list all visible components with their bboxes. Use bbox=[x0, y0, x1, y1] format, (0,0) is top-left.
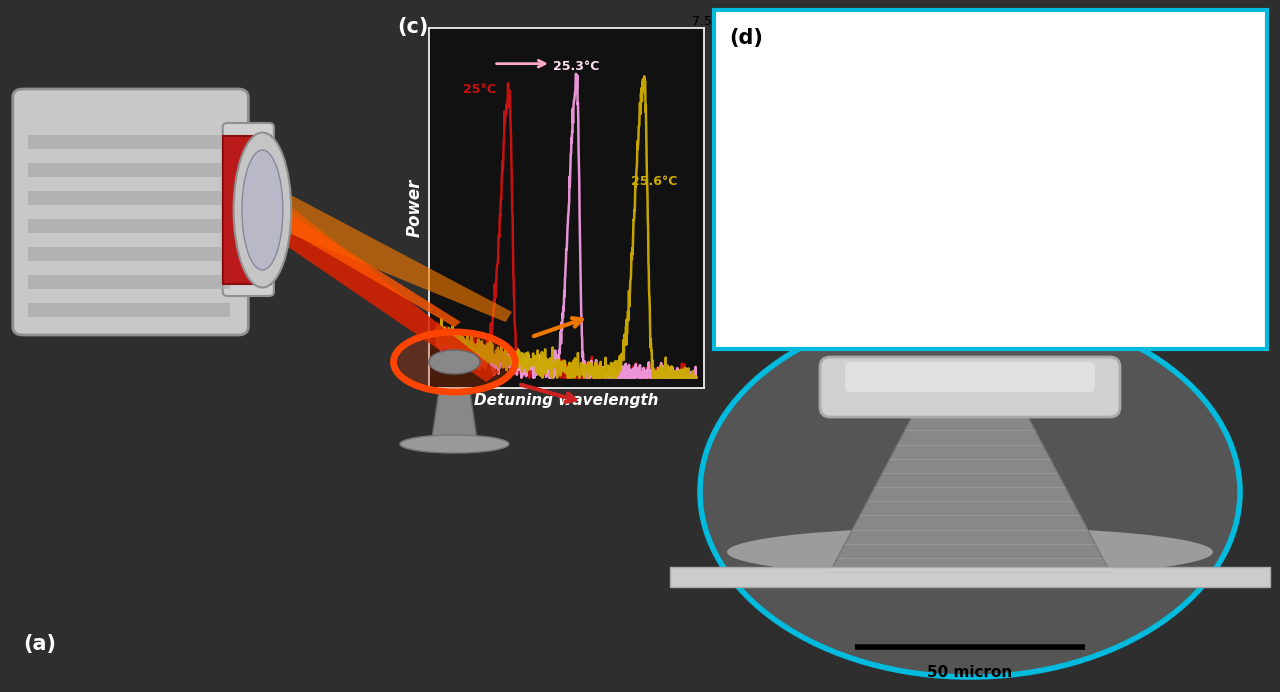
X-axis label: Temperature (°C): Temperature (°C) bbox=[940, 334, 1087, 349]
Text: 25.3°C: 25.3°C bbox=[553, 60, 600, 73]
Ellipse shape bbox=[242, 150, 283, 270]
Text: (d): (d) bbox=[730, 28, 763, 48]
FancyBboxPatch shape bbox=[820, 357, 1120, 417]
FancyBboxPatch shape bbox=[223, 123, 274, 296]
Point bbox=[1189, 42, 1210, 53]
Ellipse shape bbox=[700, 307, 1240, 677]
Text: 50 micron: 50 micron bbox=[928, 665, 1012, 680]
Polygon shape bbox=[266, 182, 512, 322]
Text: (a): (a) bbox=[23, 634, 56, 654]
FancyBboxPatch shape bbox=[845, 362, 1094, 392]
Bar bbox=[223, 136, 271, 284]
Ellipse shape bbox=[429, 350, 480, 374]
Point bbox=[1165, 56, 1185, 67]
Bar bbox=[28, 303, 230, 317]
Point bbox=[964, 172, 984, 183]
Polygon shape bbox=[266, 200, 461, 327]
Point bbox=[872, 268, 892, 280]
Bar bbox=[28, 135, 230, 149]
Point bbox=[1012, 142, 1033, 153]
X-axis label: Detuning wavelength: Detuning wavelength bbox=[474, 393, 659, 408]
Polygon shape bbox=[266, 187, 499, 382]
Text: 25.6°C: 25.6°C bbox=[631, 174, 677, 188]
Polygon shape bbox=[431, 390, 477, 442]
Ellipse shape bbox=[727, 527, 1213, 577]
Text: (c): (c) bbox=[397, 17, 429, 37]
Y-axis label: Power: Power bbox=[406, 179, 424, 237]
Text: 25°C: 25°C bbox=[462, 83, 495, 96]
Point bbox=[1073, 120, 1093, 131]
Point bbox=[805, 303, 826, 314]
Point bbox=[933, 216, 954, 227]
Point bbox=[902, 242, 923, 253]
Bar bbox=[28, 219, 230, 233]
Bar bbox=[28, 191, 230, 205]
Ellipse shape bbox=[398, 336, 511, 388]
Text: (b): (b) bbox=[716, 327, 749, 347]
Bar bbox=[28, 163, 230, 177]
Point bbox=[829, 291, 850, 302]
Bar bbox=[28, 275, 230, 289]
Text: 7.5: 7.5 bbox=[692, 15, 713, 28]
Ellipse shape bbox=[233, 132, 292, 287]
Y-axis label: Wavelength shift (pm): Wavelength shift (pm) bbox=[751, 75, 767, 268]
Point bbox=[1103, 112, 1124, 123]
Polygon shape bbox=[829, 402, 1110, 572]
Point bbox=[1042, 131, 1062, 142]
Point bbox=[854, 280, 874, 291]
Bar bbox=[28, 247, 230, 261]
Ellipse shape bbox=[401, 435, 509, 453]
Point bbox=[982, 160, 1002, 171]
FancyBboxPatch shape bbox=[669, 567, 1270, 587]
FancyBboxPatch shape bbox=[13, 89, 248, 335]
